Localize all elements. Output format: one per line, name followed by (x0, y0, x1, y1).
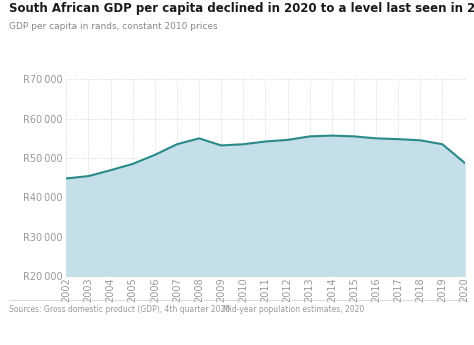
Text: Sources: Gross domestic product (GDP), 4th quarter 2020: Sources: Gross domestic product (GDP), 4… (9, 305, 231, 314)
Text: Mid-year population estimates, 2020: Mid-year population estimates, 2020 (223, 305, 364, 314)
Text: GDP per capita in rands, constant 2010 prices: GDP per capita in rands, constant 2010 p… (9, 22, 218, 31)
Text: South African GDP per capita declined in 2020 to a level last seen in 2005: South African GDP per capita declined in… (9, 2, 474, 15)
